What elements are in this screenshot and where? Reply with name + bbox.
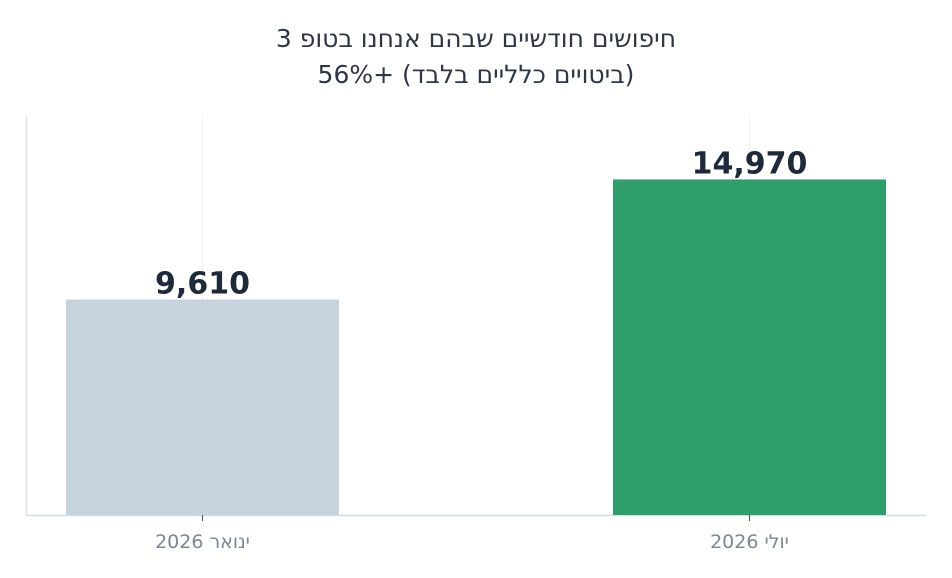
chart-title: חיפושים חודשיים שבהם אנחנו בטופ 3 <box>275 24 677 53</box>
bar <box>613 179 886 515</box>
data-label: 14,970 <box>692 146 808 181</box>
bars-group: 9,610 ינואר 2026 14,970 יולי 2026 <box>66 146 886 553</box>
bar <box>66 299 339 515</box>
chart-subtitle: (ביטויים כלליים בלבד) +56% <box>317 60 635 89</box>
x-tick-label: ינואר 2026 <box>155 531 250 553</box>
x-tick-label: יולי 2026 <box>710 531 789 553</box>
data-label: 9,610 <box>155 267 250 302</box>
